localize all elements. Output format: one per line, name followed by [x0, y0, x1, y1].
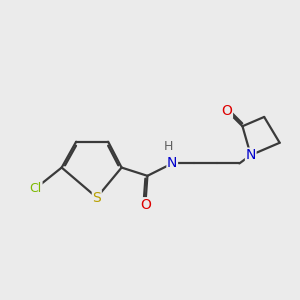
Text: N: N	[245, 148, 256, 162]
Text: S: S	[92, 190, 101, 205]
Text: H: H	[164, 140, 173, 153]
Text: O: O	[140, 198, 151, 212]
Text: N: N	[167, 156, 177, 170]
Text: Cl: Cl	[30, 182, 42, 195]
Text: O: O	[221, 104, 233, 118]
